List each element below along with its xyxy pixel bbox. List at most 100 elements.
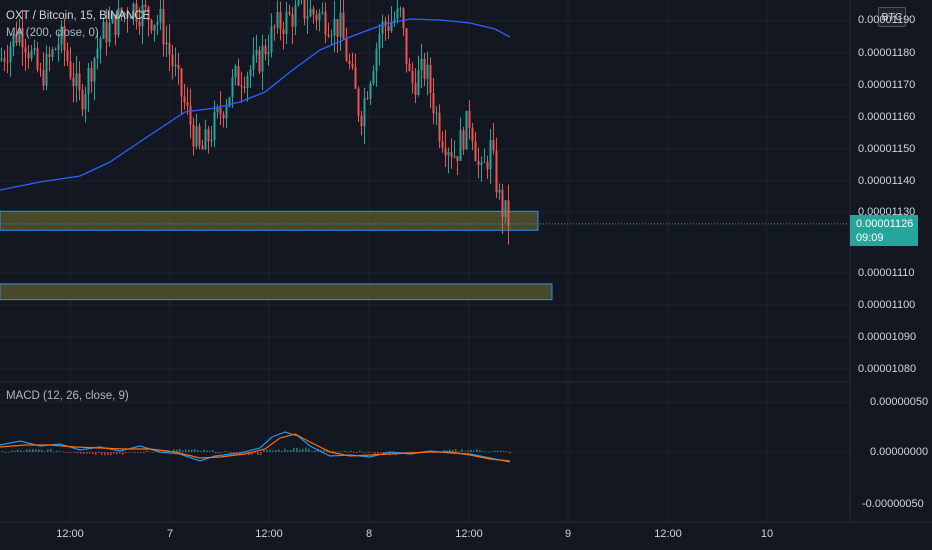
candle-body (393, 19, 396, 23)
macd-histogram-bar (152, 452, 154, 453)
candle-body (75, 73, 78, 86)
candle-body (222, 114, 225, 119)
macd-histogram-bar (122, 452, 124, 455)
macd-histogram-bar (17, 449, 19, 452)
candle-body (210, 139, 213, 142)
candle-body (156, 22, 159, 25)
macd-histogram-bar (452, 450, 454, 452)
candle-body (429, 64, 432, 93)
macd-histogram-bar (488, 451, 490, 453)
candle-body (30, 50, 33, 59)
candle-body (315, 14, 318, 21)
macd-histogram-bar (20, 450, 22, 452)
candle-body (282, 29, 285, 34)
candle-body (303, 0, 306, 19)
candle-body (327, 34, 330, 37)
symbol-title[interactable]: OXT / Bitcoin, 15, BINANCE (6, 10, 151, 22)
macd-histogram-bar (86, 452, 88, 454)
macd-histogram-bar (353, 452, 355, 453)
candle-body (189, 105, 192, 125)
macd-histogram-bar (335, 451, 337, 453)
price-tick: 0.00001150 (858, 143, 916, 155)
candle-body (159, 9, 162, 23)
candle-body (471, 127, 474, 142)
candle-body (321, 11, 324, 14)
candle-body (330, 35, 333, 37)
candle-body (234, 66, 237, 78)
candlestick-series (0, 0, 510, 245)
candle-body (132, 3, 135, 18)
macd-histogram-bar (491, 451, 493, 453)
candle-body (93, 58, 96, 82)
candle-body (435, 112, 438, 114)
macd-tick: 0.00000000 (870, 446, 929, 458)
candle-body (369, 83, 372, 99)
candle-body (456, 156, 459, 161)
candle-body (15, 34, 18, 43)
candle-body (264, 45, 267, 55)
candle-body (348, 60, 351, 64)
btc-badge[interactable]: BTC (878, 7, 906, 27)
candle-body (486, 161, 489, 170)
price-tick: 0.00001170 (858, 79, 916, 91)
candle-body (243, 86, 246, 88)
time-tick: 9 (564, 528, 572, 540)
macd-histogram-bar (59, 451, 61, 452)
time-tick: 8 (365, 528, 373, 540)
macd-histogram-bar (368, 452, 370, 453)
macd-histogram-bar (344, 450, 346, 452)
candle-countdown: 09:09 (856, 232, 884, 244)
candle-body (111, 14, 114, 24)
candle-body (291, 14, 294, 27)
candle-body (117, 8, 120, 36)
macd-histogram-bar (143, 452, 145, 454)
macd-histogram-bar (338, 451, 340, 453)
macd-histogram-bar (5, 452, 7, 453)
candle-body (453, 156, 456, 158)
candle-body (480, 162, 483, 166)
macd-histogram-bar (266, 449, 268, 452)
candle-body (276, 12, 279, 28)
macd-histogram-bar (272, 450, 274, 452)
candle-body (174, 64, 177, 67)
macd-histogram-bar (68, 452, 70, 453)
macd-histogram-bar (263, 449, 265, 452)
macd-histogram-bar (80, 452, 82, 454)
macd-histogram-bar (497, 450, 499, 452)
candle-body (180, 68, 183, 97)
candle-body (45, 54, 48, 86)
macd-tick: 0.00000050 (870, 396, 929, 408)
candle-body (204, 129, 207, 150)
candle-body (294, 5, 297, 27)
macd-indicator-label[interactable]: MACD (12, 26, close, 9) (6, 390, 129, 402)
candle-body (33, 48, 36, 51)
macd-histogram-bar (509, 452, 511, 454)
candle-body (48, 54, 51, 57)
macd-histogram-bar (449, 449, 451, 452)
current-price-value: 0.00001126 (856, 218, 914, 230)
macd-histogram-bar (41, 449, 43, 452)
candle-body (129, 17, 132, 19)
time-tick: 7 (166, 528, 174, 540)
ma-indicator-label[interactable]: MA (200, close, 0) (6, 27, 99, 39)
macd-histogram-bar (158, 452, 160, 453)
candle-body (99, 38, 102, 49)
candle-body (12, 34, 15, 47)
candle-body (501, 189, 504, 217)
macd-histogram-bar (302, 448, 304, 452)
macd-histogram-bar (47, 449, 49, 452)
candle-body (90, 68, 93, 82)
candle-body (42, 70, 45, 86)
candle-body (36, 48, 39, 70)
candle-body (225, 106, 228, 119)
candle-body (378, 33, 381, 49)
macd-histogram-bar (365, 452, 367, 453)
candle-body (21, 27, 24, 48)
macd-histogram-bar (305, 447, 307, 452)
candle-body (375, 48, 378, 72)
macd-histogram-bar (44, 451, 46, 453)
candle-body (255, 50, 258, 56)
macd-histogram-bar (287, 450, 289, 452)
macd-histogram-bar (116, 452, 118, 455)
